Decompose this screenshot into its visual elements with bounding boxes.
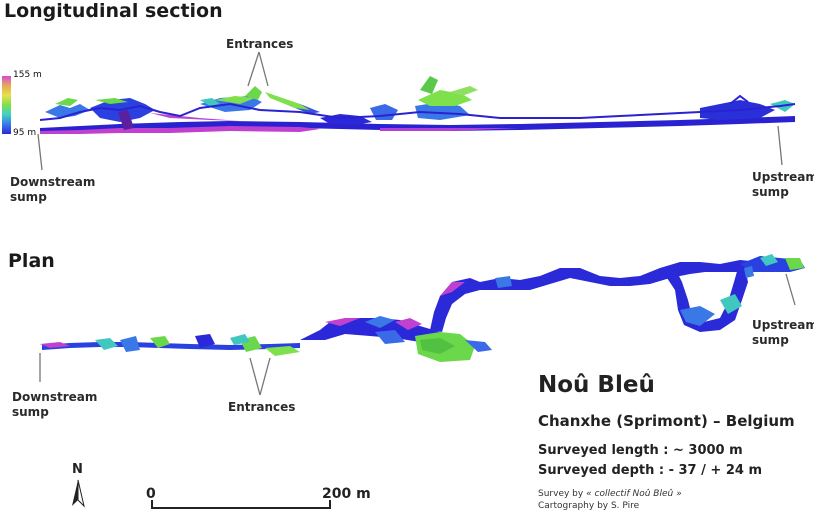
cave-location: Chanxhe (Sprimont) – Belgium: [538, 412, 795, 430]
elevation-legend: 155 m 95 m: [2, 70, 62, 140]
elevation-color-bar: [2, 76, 11, 134]
north-label: N: [72, 462, 83, 477]
elevation-max-label: 155 m: [13, 70, 42, 80]
section-title: Longitudinal section: [4, 0, 223, 22]
scale-start-label: 0: [146, 486, 156, 502]
section-entrances-label: Entrances: [226, 37, 294, 51]
section-upstream-sump-label: Upstream sump: [752, 170, 814, 199]
section-downstream-sump-label: Downstream sump: [10, 175, 96, 204]
longitudinal-section-profile: [39, 76, 796, 134]
plan-leader-lines: [39, 273, 796, 396]
plan-title: Plan: [8, 250, 55, 272]
plan-entrances-label: Entrances: [228, 400, 296, 414]
plan-downstream-sump-label: Downstream sump: [12, 390, 98, 419]
elevation-min-label: 95 m: [13, 128, 37, 138]
plan-upstream-sump-label: Upstream sump: [752, 318, 814, 347]
survey-credit: Survey by « collectif Noû Bleû »: [538, 489, 682, 499]
cartography-credit: Cartography by S. Pire: [538, 501, 640, 511]
cave-name: Noû Bleû: [538, 372, 655, 398]
plan-view: [40, 254, 805, 362]
surveyed-length: Surveyed length : ~ 3000 m: [538, 443, 743, 458]
section-leader-lines: [37, 51, 783, 171]
surveyed-depth: Surveyed depth : - 37 / + 24 m: [538, 463, 762, 478]
north-arrow-icon: [72, 479, 85, 508]
scale-bar: [151, 500, 331, 509]
scale-end-label: 200 m: [322, 486, 371, 502]
